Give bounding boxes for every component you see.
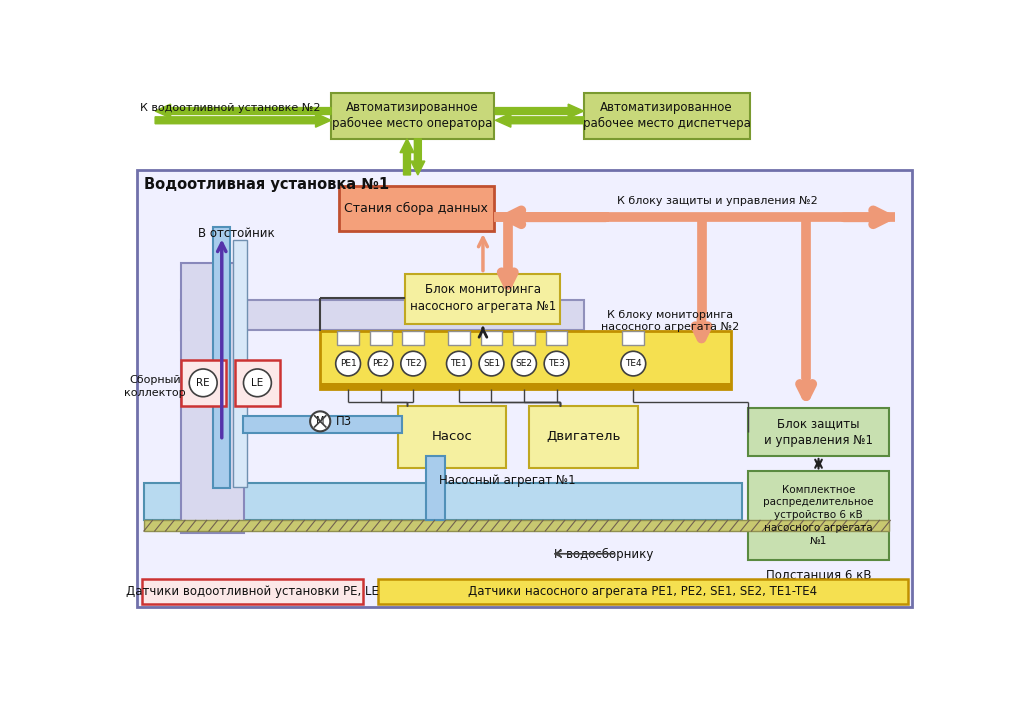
Text: Стания сбора данных: Стания сбора данных [344, 202, 488, 215]
FancyArrow shape [496, 113, 584, 127]
Bar [180, 300, 584, 330]
Text: TE4: TE4 [625, 359, 642, 368]
Bar [529, 406, 638, 467]
Bar [213, 227, 230, 488]
Bar [232, 240, 247, 487]
Circle shape [336, 351, 360, 376]
Bar [180, 360, 225, 406]
Bar [480, 331, 503, 345]
Text: SE1: SE1 [483, 359, 500, 368]
Text: П3: П3 [336, 415, 352, 428]
Bar [546, 331, 567, 345]
Bar [584, 93, 750, 139]
Text: RE: RE [197, 378, 210, 388]
Text: LE: LE [251, 378, 263, 388]
Bar [426, 456, 445, 520]
Text: К водоотливной установке №2: К водоотливной установке №2 [139, 104, 321, 113]
Text: TE1: TE1 [451, 359, 467, 368]
Bar [234, 360, 280, 406]
Circle shape [310, 411, 331, 431]
FancyArrow shape [155, 104, 331, 118]
Text: Водоотливная установка №1: Водоотливная установка №1 [143, 177, 389, 192]
Text: PE1: PE1 [340, 359, 356, 368]
Bar [449, 331, 470, 345]
Text: Датчики насосного агрегата PE1, PE2, SE1, SE2, TE1-TE4: Датчики насосного агрегата PE1, PE2, SE1… [468, 585, 817, 598]
Circle shape [400, 351, 426, 376]
Text: Подстанция 6 кВ: Подстанция 6 кВ [766, 567, 871, 580]
Bar [378, 579, 908, 604]
Text: SE2: SE2 [515, 359, 532, 368]
Bar [331, 93, 494, 139]
FancyArrow shape [155, 113, 331, 127]
FancyArrow shape [411, 139, 425, 175]
Bar [143, 520, 889, 531]
Circle shape [479, 351, 504, 376]
Circle shape [189, 369, 217, 397]
Circle shape [369, 351, 393, 376]
Text: Насос: Насос [431, 431, 472, 444]
Text: TE3: TE3 [548, 359, 565, 368]
Circle shape [544, 351, 569, 376]
Bar [397, 406, 506, 467]
Bar [623, 331, 644, 345]
FancyArrow shape [496, 104, 584, 118]
Text: Блок защиты
и управления №1: Блок защиты и управления №1 [764, 418, 873, 447]
Bar [513, 331, 535, 345]
Bar [142, 579, 362, 604]
Bar [137, 169, 912, 607]
Bar [339, 186, 494, 231]
FancyArrow shape [400, 139, 414, 175]
Text: К водосборнику: К водосборнику [554, 549, 653, 562]
Bar [402, 331, 424, 345]
Text: К блоку защиты и управления №2: К блоку защиты и управления №2 [616, 196, 817, 206]
Bar [337, 331, 359, 345]
Circle shape [244, 369, 271, 397]
Bar [321, 331, 731, 389]
Bar [406, 274, 560, 323]
Bar [321, 383, 731, 389]
Text: К блоку мониторинга
насосного агрегата №2: К блоку мониторинга насосного агрегата №… [601, 310, 739, 333]
Text: В отстойник: В отстойник [198, 228, 274, 240]
Bar [370, 331, 391, 345]
Text: TE2: TE2 [404, 359, 422, 368]
Circle shape [446, 351, 471, 376]
Bar [243, 416, 401, 433]
Circle shape [621, 351, 646, 376]
Text: Датчики водоотливной установки PE, LE: Датчики водоотливной установки PE, LE [126, 585, 379, 598]
Text: М: М [316, 416, 325, 426]
Text: Комплектное
распределительное
устройство 6 кВ
насосного агрегата
№1: Комплектное распределительное устройство… [763, 485, 873, 546]
Bar [748, 408, 889, 456]
Text: PE2: PE2 [373, 359, 389, 368]
Bar [180, 264, 245, 533]
Bar [143, 483, 741, 520]
Text: Двигатель: Двигатель [547, 431, 621, 444]
Circle shape [512, 351, 537, 376]
Text: Насосный агрегат №1: Насосный агрегат №1 [439, 474, 577, 487]
Text: Автоматизированное
рабочее место оператора: Автоматизированное рабочее место операто… [332, 101, 493, 130]
Text: Сборный
коллектор: Сборный коллектор [124, 375, 186, 398]
Text: Блок мониторинга
насосного агрегата №1: Блок мониторинга насосного агрегата №1 [410, 284, 556, 313]
Text: Автоматизированное
рабочее место диспетчера: Автоматизированное рабочее место диспетч… [583, 101, 751, 130]
Bar [748, 472, 889, 560]
